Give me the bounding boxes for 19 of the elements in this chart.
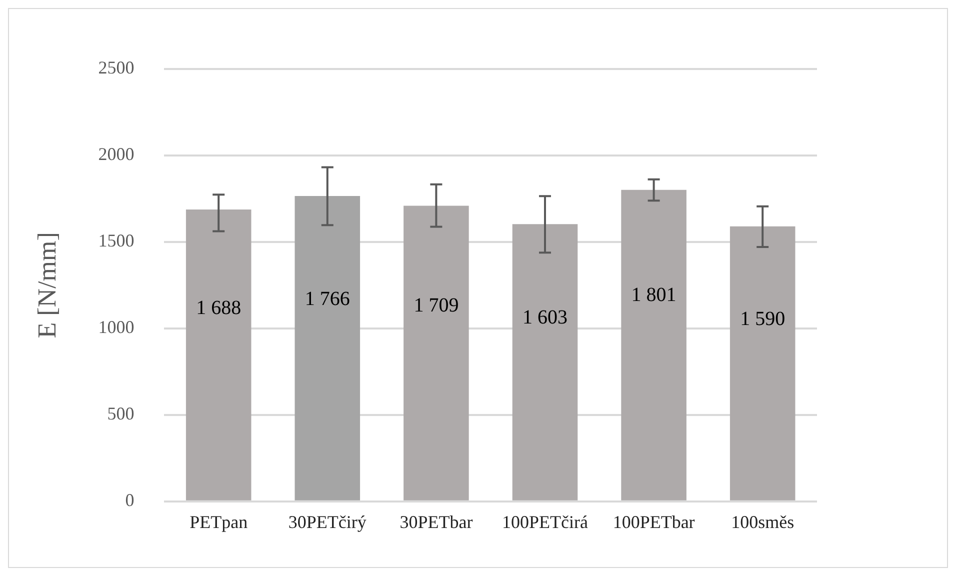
x-tick-label: 100PETbar — [612, 512, 695, 532]
data-label: 1 709 — [414, 294, 459, 317]
data-label: 1 603 — [522, 306, 568, 329]
x-tick-label: PETpan — [190, 512, 248, 532]
y-tick-label: 2000 — [98, 144, 134, 164]
y-tick-label: 500 — [107, 404, 134, 424]
data-label: 1 590 — [740, 308, 786, 330]
x-tick-label: 30PETčirý — [288, 512, 366, 532]
x-tick-label: 100směs — [731, 512, 794, 532]
y-tick-label: 1000 — [98, 317, 134, 338]
data-label: 1 801 — [631, 284, 676, 306]
y-axis-title: E [N/mm] — [32, 232, 62, 338]
y-tick-label: 2500 — [98, 58, 134, 78]
data-label: 1 766 — [304, 288, 350, 310]
data-label: 1 688 — [196, 296, 242, 319]
y-tick-label: 0 — [125, 490, 134, 510]
y-tick-label: 1500 — [98, 230, 134, 251]
x-tick-label: 100PETčirá — [502, 512, 588, 532]
x-tick-label: 30PETbar — [400, 512, 473, 532]
